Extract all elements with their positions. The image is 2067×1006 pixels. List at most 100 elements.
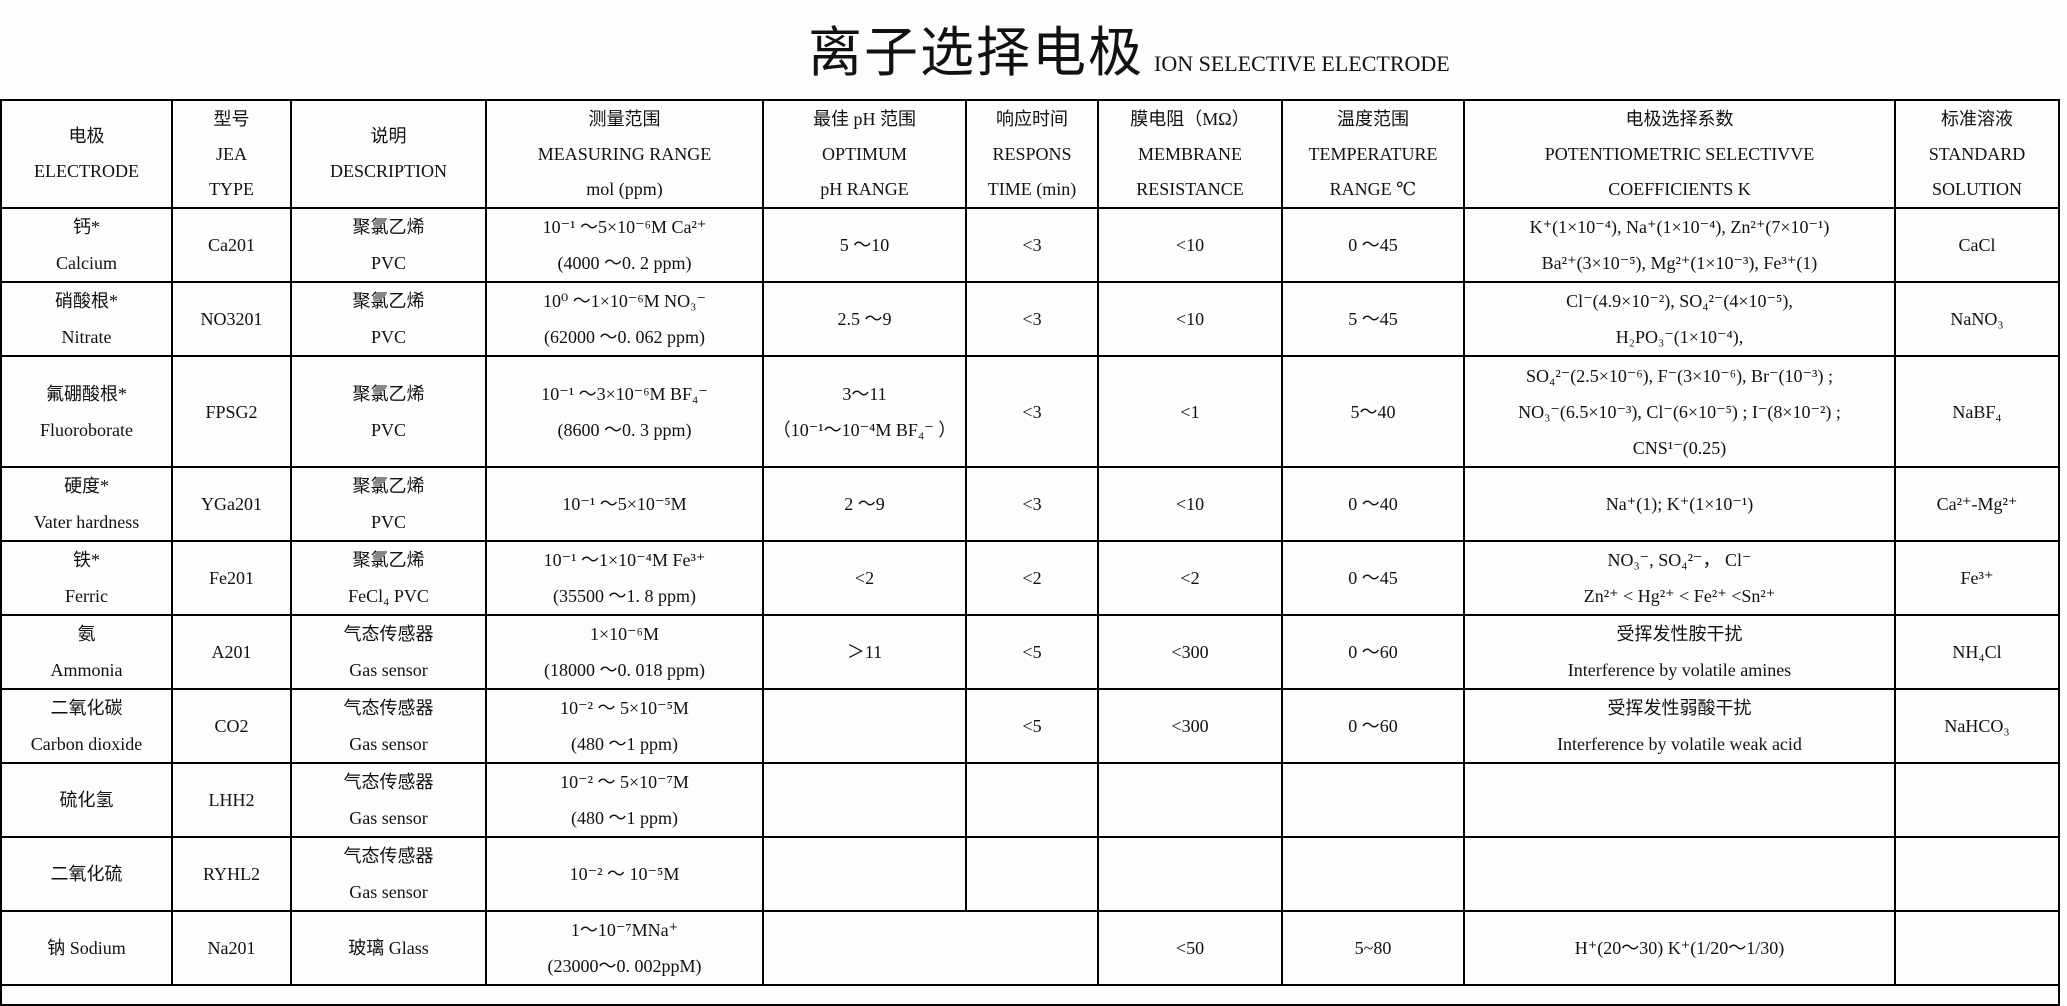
standard-solution-text: STANDARD [1928,143,2026,164]
response-time-text: RESPONS [992,143,1072,164]
table-row-carbon-dioxide: 二氧化碳 Carbon dioxide CO2 气态传感器 Gas sensor 10⁻²… [0,688,2060,764]
fluoroborate-membrane-resistance-cell: <1 [1097,355,1283,468]
hydrogen-sulfide-type-cell: LHH2 [171,762,292,838]
water-hardness-type-cell: YGa201 [171,466,292,542]
selectivity-coefficients-text: NO₃⁻(6.5×10⁻³), Cl⁻(6×10⁻⁵) ; I⁻(8×10⁻²)… [1518,401,1841,422]
selectivity-coefficients-text: H⁺(20～30) K⁺(1/20～1/30) [1574,938,1785,958]
table-row-sodium: 钠 Sodium Na201 玻璃 Glass 1～10⁻⁷MNa⁺ (23000～0.… [0,910,2060,986]
electrode-text: 二氧化碳 [50,698,123,718]
type-text: JEA [216,143,247,164]
response-time-text: <3 [1022,309,1042,329]
nitrate-ph-range-cell: 2.5 ～9 [762,281,967,357]
sulfur-dioxide-electrode-cell: 二氧化硫 [0,836,173,912]
partial-cell [0,984,2060,1006]
ammonia-description-cell: 气态传感器 Gas sensor [290,614,487,690]
header-ph-range-cell: 最佳 pH 范围 OPTIMUM pH RANGE [762,99,967,209]
description-text: 聚氯乙烯 [352,291,425,311]
carbon-dioxide-description-cell: 气态传感器 Gas sensor [290,688,487,764]
water-hardness-temperature-range-cell: 0 ～40 [1281,466,1465,542]
description-text: Gas sensor [349,882,428,902]
standard-solution-text: Ca²⁺-Mg²⁺ [1936,494,2018,514]
electrode-text: 氨 [77,624,96,644]
selectivity-coefficients-text: 受挥发性弱酸干扰 [1607,698,1752,718]
fluoroborate-response-time-cell: <3 [965,355,1099,468]
hydrogen-sulfide-ph-range-cell [762,762,967,838]
ammonia-ph-range-cell: ＞11 [762,614,967,690]
electrode-text: Nitrate [61,327,112,347]
fluoroborate-description-cell: 聚氯乙烯 PVC [290,355,487,468]
sulfur-dioxide-response-time-cell [965,836,1099,912]
measuring-range-text: 10⁻² ～ 5×10⁻⁷M [560,772,689,792]
nitrate-selectivity-coefficients-cell: Cl⁻(4.9×10⁻²), SO₄²⁻(4×10⁻⁵), H₂PO₃⁻(1×10… [1463,281,1896,357]
ammonia-temperature-range-cell: 0 ～60 [1281,614,1465,690]
standard-solution-text: NaHCO₃ [1944,716,2010,736]
type-text: YGa201 [201,494,262,514]
type-text: RYHL2 [202,864,260,884]
table-row-partial [0,984,2060,1006]
carbon-dioxide-type-cell: CO2 [171,688,292,764]
measuring-range-text: mol (ppm) [586,178,663,199]
measuring-range-text: 1×10⁻⁶M [590,624,659,644]
description-text: 气态传感器 [343,846,434,866]
electrode-text: Calcium [56,253,117,273]
selectivity-coefficients-text: COEFFICIENTS K [1608,178,1751,199]
type-text: TYPE [209,178,254,199]
nitrate-type-cell: NO3201 [171,281,292,357]
temperature-range-text: 0 ～45 [1348,568,1398,588]
response-time-text: 响应时间 [996,108,1068,129]
sulfur-dioxide-description-cell: 气态传感器 Gas sensor [290,836,487,912]
sulfur-dioxide-measuring-range-cell: 10⁻² ～ 10⁻⁵M [485,836,764,912]
header-type-cell: 型号 JEA TYPE [171,99,292,209]
nitrate-standard-solution-cell: NaNO₃ [1894,281,2060,357]
carbon-dioxide-membrane-resistance-cell: <300 [1097,688,1283,764]
ferric-response-time-cell: <2 [965,540,1099,616]
table-row-fluoroborate: 氟硼酸根* Fluoroborate FPSG2 聚氯乙烯 PVC 10⁻¹ ～3×10⁻… [0,355,2060,468]
carbon-dioxide-ph-range-cell [762,688,967,764]
electrode-text: 钠 Sodium [47,938,126,958]
table-row-hydrogen-sulfide: 硫化氢 LHH2 气态传感器 Gas sensor 10⁻² ～ 5×10⁻⁷M (480… [0,762,2060,838]
ferric-description-cell: 聚氯乙烯 FeCl₄ PVC [290,540,487,616]
ph-range-text: （10⁻¹～10⁻⁴M BF₄⁻ ） [772,419,957,440]
ferric-type-cell: Fe201 [171,540,292,616]
table-row-calcium: 钙* Calcium Ca201 聚氯乙烯 PVC 10⁻¹ ～5×10⁻⁶M Ca²⁺ (… [0,207,2060,283]
selectivity-coefficients-text: 受挥发性胺干扰 [1616,624,1743,644]
water-hardness-description-cell: 聚氯乙烯 PVC [290,466,487,542]
electrode-text: 钙* [73,217,100,237]
description-text: 聚氯乙烯 [352,383,425,404]
temperature-range-text: TEMPERATURE [1308,143,1438,164]
response-time-text: TIME (min) [987,178,1077,199]
nitrate-response-time-cell: <3 [965,281,1099,357]
measuring-range-text: 10⁻² ～ 10⁻⁵M [569,864,680,884]
standard-solution-text: SOLUTION [1932,178,2022,199]
calcium-electrode-cell: 钙* Calcium [0,207,173,283]
type-text: 型号 [213,108,250,129]
calcium-type-cell: Ca201 [171,207,292,283]
header-standard-solution-cell: 标准溶液 STANDARD SOLUTION [1894,99,2060,209]
type-text: Ca201 [208,235,255,255]
temperature-range-text: 5 ～45 [1348,309,1398,329]
membrane-resistance-text: <10 [1175,235,1205,255]
ph-range-text: 5 ～10 [839,235,890,255]
nitrate-description-cell: 聚氯乙烯 PVC [290,281,487,357]
calcium-membrane-resistance-cell: <10 [1097,207,1283,283]
header-description-cell: 说明 DESCRIPTION [290,99,487,209]
response-time-text: <3 [1022,401,1042,422]
selectivity-coefficients-text: Ba²⁺(3×10⁻⁵), Mg²⁺(1×10⁻³), Fe³⁺(1) [1541,253,1818,273]
calcium-description-cell: 聚氯乙烯 PVC [290,207,487,283]
type-text: Na201 [207,938,256,958]
ferric-temperature-range-cell: 0 ～45 [1281,540,1465,616]
membrane-resistance-text: <1 [1180,401,1200,422]
sulfur-dioxide-membrane-resistance-cell [1097,836,1283,912]
description-text: Gas sensor [349,808,428,828]
ferric-electrode-cell: 铁* Ferric [0,540,173,616]
ferric-selectivity-coefficients-cell: NO₃⁻, SO₄²⁻， Cl⁻ Zn²⁺ < Hg²⁺ < Fe²⁺ <Sn²⁺ [1463,540,1896,616]
ammonia-electrode-cell: 氨 Ammonia [0,614,173,690]
measuring-range-text: (480 ～1 ppm) [571,734,678,754]
response-time-text: <3 [1022,494,1042,514]
ferric-ph-range-cell: <2 [762,540,967,616]
carbon-dioxide-temperature-range-cell: 0 ～60 [1281,688,1465,764]
electrode-text: 硬度* [64,476,109,496]
selectivity-coefficients-text: NO₃⁻, SO₄²⁻， Cl⁻ [1607,550,1752,570]
nitrate-electrode-cell: 硝酸根* Nitrate [0,281,173,357]
header-temperature-range-cell: 温度范围 TEMPERATURE RANGE ℃ [1281,99,1465,209]
